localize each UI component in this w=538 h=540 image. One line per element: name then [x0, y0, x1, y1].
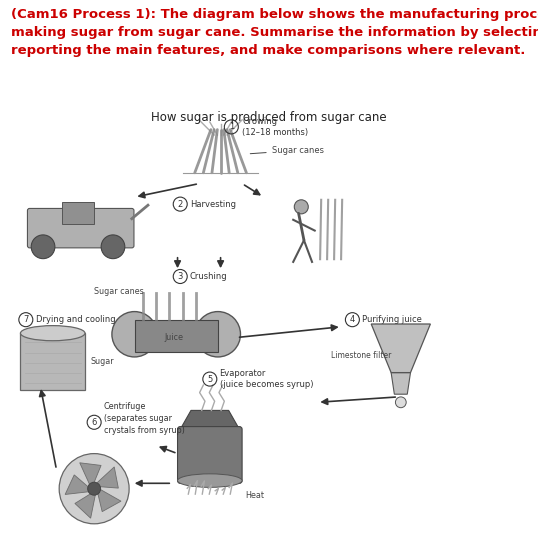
Circle shape	[195, 312, 240, 357]
Circle shape	[59, 454, 129, 524]
Text: 4: 4	[350, 315, 355, 324]
Text: Limestone filter: Limestone filter	[331, 351, 391, 360]
Polygon shape	[75, 492, 95, 518]
Text: (Cam16 Process 1): The diagram below shows the manufacturing process for
making : (Cam16 Process 1): The diagram below sho…	[11, 8, 538, 57]
Polygon shape	[371, 324, 430, 373]
Text: Purifying juice: Purifying juice	[362, 315, 422, 324]
Text: Heat: Heat	[245, 491, 264, 500]
Polygon shape	[391, 373, 410, 394]
Circle shape	[31, 235, 55, 259]
Circle shape	[112, 312, 157, 357]
Circle shape	[395, 397, 406, 408]
Circle shape	[294, 200, 308, 214]
FancyBboxPatch shape	[178, 427, 242, 483]
Text: Evaporator
(juice becomes syrup): Evaporator (juice becomes syrup)	[220, 369, 313, 389]
Text: Juice: Juice	[164, 333, 183, 342]
Text: Crushing: Crushing	[190, 272, 228, 281]
Text: 3: 3	[178, 272, 183, 281]
Text: Growing
(12–18 months): Growing (12–18 months)	[242, 117, 308, 137]
Polygon shape	[97, 490, 121, 511]
Text: 7: 7	[23, 315, 29, 324]
Polygon shape	[80, 463, 101, 484]
Bar	[134, 320, 218, 352]
Text: Sugar canes: Sugar canes	[94, 287, 144, 296]
Circle shape	[101, 235, 125, 259]
Bar	[20, 333, 85, 390]
Polygon shape	[97, 467, 118, 488]
Ellipse shape	[178, 474, 242, 487]
Text: Drying and cooling: Drying and cooling	[36, 315, 115, 324]
Text: 5: 5	[207, 375, 213, 383]
Polygon shape	[180, 410, 239, 429]
Ellipse shape	[20, 326, 85, 341]
Text: How sugar is produced from sugar cane: How sugar is produced from sugar cane	[151, 111, 386, 124]
Text: Centrifuge
(separates sugar
crystals from syrup): Centrifuge (separates sugar crystals fro…	[104, 402, 185, 435]
FancyBboxPatch shape	[27, 208, 134, 248]
Circle shape	[88, 482, 101, 495]
Text: 6: 6	[91, 418, 97, 427]
Text: Sugar: Sugar	[90, 357, 114, 366]
Text: Harvesting: Harvesting	[190, 200, 236, 208]
Text: 1: 1	[229, 123, 234, 131]
Text: 2: 2	[178, 200, 183, 208]
Text: Sugar canes: Sugar canes	[250, 146, 324, 155]
Bar	[62, 202, 94, 224]
Polygon shape	[65, 475, 90, 495]
